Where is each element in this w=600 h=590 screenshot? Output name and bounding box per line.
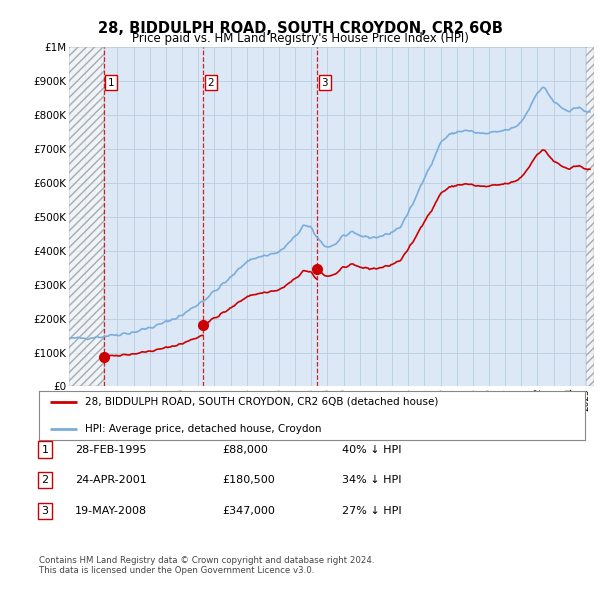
Bar bbox=[586, 47, 594, 386]
Text: £88,000: £88,000 bbox=[222, 445, 268, 454]
Text: 28, BIDDULPH ROAD, SOUTH CROYDON, CR2 6QB: 28, BIDDULPH ROAD, SOUTH CROYDON, CR2 6Q… bbox=[98, 21, 502, 35]
Text: 24-APR-2001: 24-APR-2001 bbox=[75, 476, 147, 485]
Text: Price paid vs. HM Land Registry's House Price Index (HPI): Price paid vs. HM Land Registry's House … bbox=[131, 32, 469, 45]
Text: Contains HM Land Registry data © Crown copyright and database right 2024.
This d: Contains HM Land Registry data © Crown c… bbox=[39, 556, 374, 575]
Text: HPI: Average price, detached house, Croydon: HPI: Average price, detached house, Croy… bbox=[85, 424, 322, 434]
Bar bbox=[69, 47, 104, 386]
Bar bbox=[69, 47, 104, 386]
Text: 28-FEB-1995: 28-FEB-1995 bbox=[75, 445, 146, 454]
Text: £347,000: £347,000 bbox=[222, 506, 275, 516]
Text: 1: 1 bbox=[108, 78, 115, 88]
Bar bbox=[586, 47, 594, 386]
Text: 27% ↓ HPI: 27% ↓ HPI bbox=[342, 506, 401, 516]
Text: 3: 3 bbox=[322, 78, 328, 88]
Text: 34% ↓ HPI: 34% ↓ HPI bbox=[342, 476, 401, 485]
Text: 3: 3 bbox=[41, 506, 49, 516]
Text: £180,500: £180,500 bbox=[222, 476, 275, 485]
Text: 40% ↓ HPI: 40% ↓ HPI bbox=[342, 445, 401, 454]
Text: 2: 2 bbox=[41, 476, 49, 485]
Text: 19-MAY-2008: 19-MAY-2008 bbox=[75, 506, 147, 516]
Text: 2: 2 bbox=[207, 78, 214, 88]
Text: 1: 1 bbox=[41, 445, 49, 454]
Text: 28, BIDDULPH ROAD, SOUTH CROYDON, CR2 6QB (detached house): 28, BIDDULPH ROAD, SOUTH CROYDON, CR2 6Q… bbox=[85, 397, 439, 407]
